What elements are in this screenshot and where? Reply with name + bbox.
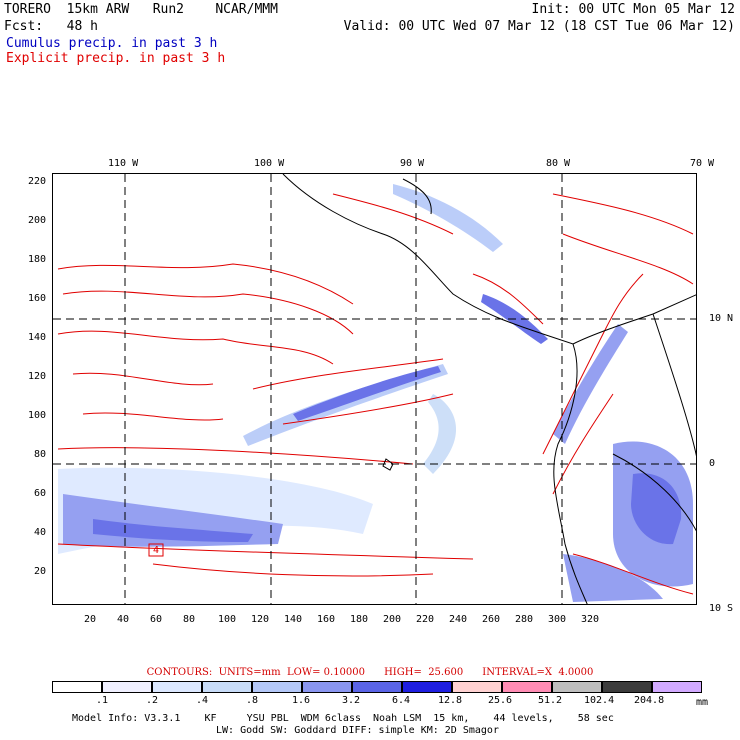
x-tick: 20 — [84, 614, 97, 625]
lat-lon-grid — [53, 174, 696, 604]
legend-swatch — [102, 681, 152, 693]
lon-label-100w: 100 W — [254, 158, 285, 169]
x-tick: 120 — [251, 614, 270, 625]
legend-swatch — [302, 681, 352, 693]
explicit-field-label: Explicit precip. in past 3 h — [6, 51, 226, 66]
y-tick: 160 — [28, 293, 47, 304]
south-cell — [563, 554, 663, 602]
legend-swatch — [52, 681, 102, 693]
legend-label: 102.4 — [584, 695, 615, 706]
lon-label-90w: 90 W — [400, 158, 425, 169]
y-tick: 20 — [34, 566, 47, 577]
precipitation-map: 4 — [52, 173, 697, 605]
andes-band — [553, 324, 628, 444]
x-tick: 240 — [449, 614, 468, 625]
y-tick: 200 — [28, 215, 47, 226]
legend-label: .4 — [196, 695, 209, 706]
init-time: Init: 00 UTC Mon 05 Mar 12 — [531, 2, 736, 17]
lat-label-10s: 10 S — [709, 603, 734, 614]
south-band-core — [93, 519, 253, 542]
x-tick: 260 — [482, 614, 501, 625]
cumulus-field-label: Cumulus precip. in past 3 h — [6, 36, 218, 51]
lon-label-110w: 110 W — [108, 158, 139, 169]
legend-swatch — [652, 681, 702, 693]
y-tick: 120 — [28, 371, 47, 382]
lon-label-80w: 80 W — [546, 158, 571, 169]
map-canvas — [53, 174, 696, 604]
station-marker-box — [148, 543, 164, 557]
legend-label: .1 — [96, 695, 109, 706]
x-tick: 40 — [117, 614, 130, 625]
legend-swatch — [352, 681, 402, 693]
lon-label-70w: 70 W — [690, 158, 715, 169]
legend-label: .8 — [246, 695, 259, 706]
y-tick: 140 — [28, 332, 47, 343]
legend-label: 51.2 — [538, 695, 563, 706]
physics-info: LW: Godd SW: Goddard DIFF: simple KM: 2D… — [216, 725, 499, 736]
legend-label: 25.6 — [488, 695, 513, 706]
legend-swatch — [502, 681, 552, 693]
legend-swatch — [602, 681, 652, 693]
x-tick: 160 — [317, 614, 336, 625]
amazon-core — [631, 473, 682, 545]
x-tick: 140 — [284, 614, 303, 625]
legend-swatch — [402, 681, 452, 693]
y-tick: 80 — [34, 449, 47, 460]
x-tick: 300 — [548, 614, 567, 625]
legend-swatch — [202, 681, 252, 693]
forecast-hour: Fcst: 48 h — [4, 19, 98, 34]
model-info: Model Info: V3.3.1 KF YSU PBL WDM 6class… — [72, 713, 614, 724]
valid-time: Valid: 00 UTC Wed 07 Mar 12 (18 CST Tue … — [343, 19, 735, 34]
x-tick: 280 — [515, 614, 534, 625]
legend-swatch — [452, 681, 502, 693]
legend-label: .2 — [146, 695, 159, 706]
itcz-core — [293, 366, 441, 421]
station-marker-label: 4 — [153, 545, 160, 556]
scatter-blue — [423, 394, 457, 474]
x-tick: 220 — [416, 614, 435, 625]
cumulus-precip-layer — [58, 184, 693, 602]
x-tick: 200 — [383, 614, 402, 625]
legend-unit: mm — [696, 697, 709, 708]
y-tick: 60 — [34, 488, 47, 499]
x-tick: 100 — [218, 614, 237, 625]
legend-label: 204.8 — [634, 695, 665, 706]
legend-label: 12.8 — [438, 695, 463, 706]
y-tick: 180 — [28, 254, 47, 265]
y-tick: 100 — [28, 410, 47, 421]
lat-label-10n: 10 N — [709, 313, 734, 324]
lat-label-0: 0 — [709, 458, 716, 469]
y-tick: 40 — [34, 527, 47, 538]
gulf-cells — [393, 184, 503, 252]
y-tick: 220 — [28, 176, 47, 187]
model-title: TORERO 15km ARW Run2 NCAR/MMM — [4, 2, 278, 17]
x-tick: 60 — [150, 614, 163, 625]
legend-swatch — [552, 681, 602, 693]
x-tick: 320 — [581, 614, 600, 625]
x-tick: 80 — [183, 614, 196, 625]
legend-swatch — [252, 681, 302, 693]
contours-info: CONTOURS: UNITS=mm LOW= 0.10000 HIGH= 25… — [146, 667, 594, 678]
legend-swatch — [152, 681, 202, 693]
legend-label: 1.6 — [292, 695, 311, 706]
explicit-precip-contours — [57, 193, 694, 595]
x-tick: 180 — [350, 614, 369, 625]
legend-label: 3.2 — [342, 695, 361, 706]
legend-label: 6.4 — [392, 695, 411, 706]
